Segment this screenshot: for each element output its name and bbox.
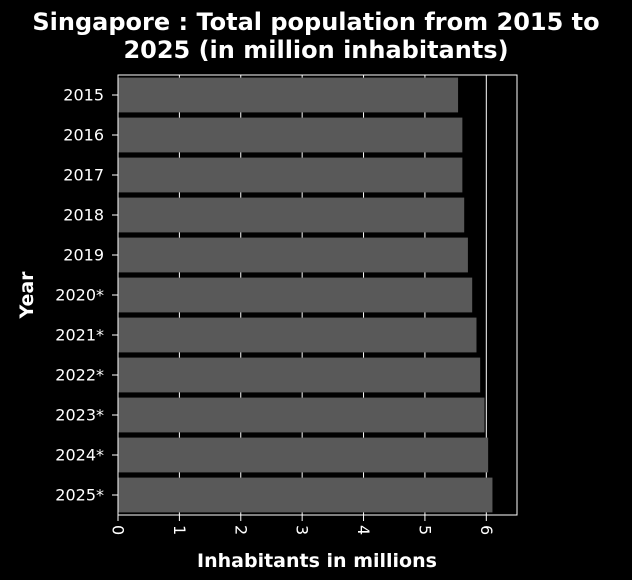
bar-2018 [118, 197, 465, 233]
bar-2022 [118, 357, 481, 393]
y-tick-label: 2024* [55, 446, 104, 465]
chart-title-line-2: 2025 (in million inhabitants) [123, 36, 508, 64]
x-axis-title: Inhabitants in millions [197, 550, 437, 572]
y-tick-label: 2023* [55, 406, 104, 425]
y-axis-title: Year [16, 271, 38, 320]
y-tick-label: 2015 [63, 86, 104, 105]
bar-2016 [118, 117, 463, 153]
y-tick-label: 2018 [63, 206, 104, 225]
y-tick-label: 2017 [63, 166, 104, 185]
y-axis: 2015 2016 2017 2018 2019 2020* 2021* 2022* 2023*… [55, 86, 118, 505]
bar-2023 [118, 397, 485, 433]
bar-2025 [118, 477, 493, 513]
x-tick-label: 4 [354, 525, 373, 535]
x-tick-label: 6 [477, 525, 496, 535]
y-tick-label: 2021* [55, 326, 104, 345]
x-tick-label: 2 [231, 525, 250, 535]
x-tick-label: 0 [109, 525, 128, 535]
bar-2015 [118, 77, 459, 113]
x-tick-label: 3 [293, 525, 312, 535]
chart-title-line-1: Singapore : Total population from 2015 t… [32, 8, 599, 36]
bar-2019 [118, 237, 468, 273]
y-tick-label: 2019 [63, 246, 104, 265]
y-tick-label: 2016 [63, 126, 104, 145]
bars [118, 77, 493, 513]
x-tick-label: 1 [170, 525, 189, 535]
bar-2024 [118, 437, 489, 473]
x-axis: 0 1 2 3 4 5 6 [109, 515, 496, 535]
y-tick-label: 2020* [55, 286, 104, 305]
x-tick-label: 5 [415, 525, 434, 535]
bar-2020 [118, 277, 473, 313]
bar-2021 [118, 317, 477, 353]
y-tick-label: 2025* [55, 486, 104, 505]
bar-2017 [118, 157, 463, 193]
y-tick-label: 2022* [55, 366, 104, 385]
